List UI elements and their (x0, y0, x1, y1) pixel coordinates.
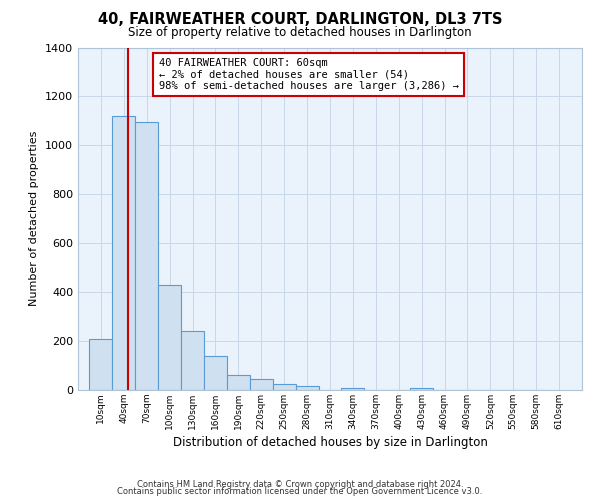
Bar (296, 386, 319, 390)
Bar (181, 332, 204, 390)
Bar (89, 338, 112, 390)
Bar (135, 122, 158, 390)
Bar (204, 356, 227, 390)
Bar (410, 388, 433, 390)
Bar (112, 116, 135, 390)
Text: Size of property relative to detached houses in Darlington: Size of property relative to detached ho… (128, 26, 472, 39)
Text: 40, FAIRWEATHER COURT, DARLINGTON, DL3 7TS: 40, FAIRWEATHER COURT, DARLINGTON, DL3 7… (98, 12, 502, 28)
Bar (250, 379, 273, 390)
Text: Contains HM Land Registry data © Crown copyright and database right 2024.: Contains HM Land Registry data © Crown c… (137, 480, 463, 489)
Bar (227, 376, 250, 390)
Text: Contains public sector information licensed under the Open Government Licence v3: Contains public sector information licen… (118, 488, 482, 496)
Bar (341, 388, 364, 390)
Text: 40 FAIRWEATHER COURT: 60sqm
← 2% of detached houses are smaller (54)
98% of semi: 40 FAIRWEATHER COURT: 60sqm ← 2% of deta… (158, 58, 458, 91)
Bar (273, 384, 296, 390)
Y-axis label: Number of detached properties: Number of detached properties (29, 131, 40, 306)
X-axis label: Distribution of detached houses by size in Darlington: Distribution of detached houses by size … (173, 436, 487, 449)
Bar (158, 285, 181, 390)
